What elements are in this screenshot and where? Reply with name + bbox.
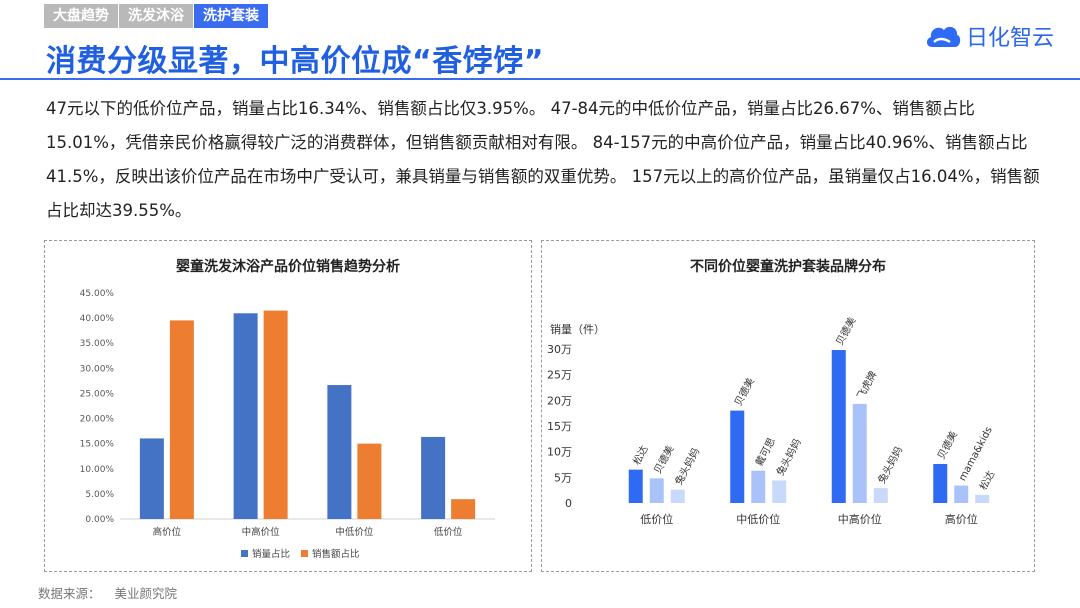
- legend-label: 销量占比: [252, 548, 290, 560]
- chart-title: 不同价位婴童洗护套装品牌分布: [690, 258, 886, 275]
- brand-bar: [670, 489, 685, 503]
- tab-shampoo-bath[interactable]: 洗发沐浴: [119, 4, 193, 28]
- y-tick-label: 15万: [547, 420, 572, 433]
- legend-swatch: [241, 550, 248, 557]
- brand-label: 兔头妈妈: [672, 446, 702, 487]
- header-divider: [0, 78, 1080, 80]
- section-tabs: 大盘趋势 洗发沐浴 洗护套装: [44, 4, 269, 28]
- source-value: 美业颜究院: [114, 586, 178, 601]
- brand-label: 松达: [976, 468, 997, 492]
- bar-sales-volume: [139, 438, 164, 519]
- brand-label: 兔头妈妈: [773, 436, 803, 477]
- bar-sales-revenue: [263, 310, 288, 519]
- data-source: 数据来源： 美业颜究院: [38, 583, 191, 602]
- x-tick-label: 中高价位: [242, 526, 281, 538]
- brand-label: 兔头妈妈: [875, 444, 905, 485]
- brand-label: 戴可思: [752, 435, 778, 468]
- y-axis-label: 销量（件）: [550, 322, 605, 336]
- bar-sales-volume: [327, 385, 352, 519]
- chart-title: 婴童洗发沐浴产品价位销售趋势分析: [176, 258, 400, 275]
- brand-label: 飞虎牌: [854, 369, 880, 402]
- brand-bar: [933, 463, 948, 503]
- brand-label: 贝德美: [833, 315, 859, 348]
- bar-sales-volume: [233, 313, 258, 519]
- y-tick-label: 5万: [554, 471, 572, 484]
- brand-label: 贝德美: [934, 429, 960, 462]
- y-tick-label: 25万: [547, 369, 572, 382]
- y-tick-label: 0.00%: [85, 515, 114, 525]
- y-tick-label: 35.00%: [80, 339, 115, 349]
- brand-bar: [649, 478, 664, 503]
- brand-bar: [628, 469, 643, 503]
- brand-label: 贝德美: [731, 375, 757, 408]
- brand-logo: 日化智云: [924, 20, 1054, 52]
- sales-trend-chart: 婴童洗发沐浴产品价位销售趋势分析 0.00% 5.00% 10.00% 15.00% 20…: [80, 258, 495, 560]
- brand-bar: [831, 350, 846, 503]
- x-tick-label: 低价位: [640, 512, 673, 526]
- legend-label: 销售额占比: [312, 548, 360, 560]
- sales-trend-chart-panel: 婴童洗发沐浴产品价位销售趋势分析 0.00% 5.00% 10.00% 15.00% 20…: [44, 240, 532, 572]
- y-tick-label: 40.00%: [80, 314, 115, 324]
- source-label: 数据来源：: [38, 586, 101, 601]
- y-tick-label: 20万: [547, 394, 572, 407]
- y-tick-label: 30万: [547, 343, 572, 356]
- x-tick-label: 中低价位: [736, 512, 780, 526]
- x-tick-label: 中高价位: [838, 512, 882, 526]
- y-tick-label: 5.00%: [85, 490, 114, 500]
- y-tick-label: 10.00%: [80, 465, 115, 475]
- brand-bar: [772, 480, 787, 503]
- brand-bar: [852, 403, 867, 503]
- y-tick-label: 25.00%: [80, 389, 115, 399]
- brand-bar: [873, 488, 888, 503]
- brand-label: 贝德美: [651, 443, 677, 476]
- y-tick-label: 0: [565, 497, 572, 510]
- brand-bar: [730, 410, 745, 503]
- y-tick-label: 20.00%: [80, 415, 115, 425]
- legend-swatch: [301, 550, 308, 557]
- y-tick-label: 15.00%: [80, 440, 115, 450]
- bar-sales-volume: [421, 436, 446, 519]
- page-title: 消费分级显著，中高价位成“香饽饽”: [46, 44, 544, 79]
- bar-sales-revenue: [357, 443, 382, 519]
- bar-sales-revenue: [451, 499, 476, 519]
- bar-sales-revenue: [169, 320, 194, 519]
- x-tick-label: 低价位: [434, 526, 463, 538]
- y-tick-label: 10万: [547, 446, 572, 459]
- cloud-logo-icon: [926, 26, 961, 47]
- brand-bar: [975, 494, 990, 503]
- tab-care-sets[interactable]: 洗护套装: [194, 4, 268, 28]
- brand-label: 松达: [630, 443, 651, 467]
- logo-text: 日化智云: [965, 26, 1054, 51]
- brand-bar: [751, 470, 766, 503]
- brand-bar: [954, 485, 969, 503]
- x-tick-label: 高价位: [945, 512, 978, 526]
- y-tick-label: 30.00%: [80, 364, 115, 374]
- brand-distribution-chart-panel: 不同价位婴童洗护套装品牌分布 销量（件） 0 5万 10万 15万 20万 25万 30万 松达贝…: [541, 240, 1035, 572]
- y-tick-label: 45.00%: [80, 289, 115, 299]
- x-tick-label: 中低价位: [335, 526, 374, 538]
- summary-paragraph: 47元以下的低价位产品，销量占比16.34%、销售额占比仅3.95%。 47-8…: [46, 99, 1040, 220]
- tab-market-trend[interactable]: 大盘趋势: [44, 4, 118, 28]
- x-tick-label: 高价位: [153, 526, 182, 538]
- brand-distribution-chart: 不同价位婴童洗护套装品牌分布销量（件）05万10万15万20万25万30万松达贝…: [547, 258, 997, 526]
